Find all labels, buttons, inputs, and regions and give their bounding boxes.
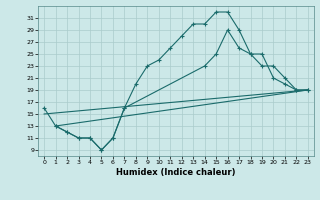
X-axis label: Humidex (Indice chaleur): Humidex (Indice chaleur) xyxy=(116,168,236,177)
